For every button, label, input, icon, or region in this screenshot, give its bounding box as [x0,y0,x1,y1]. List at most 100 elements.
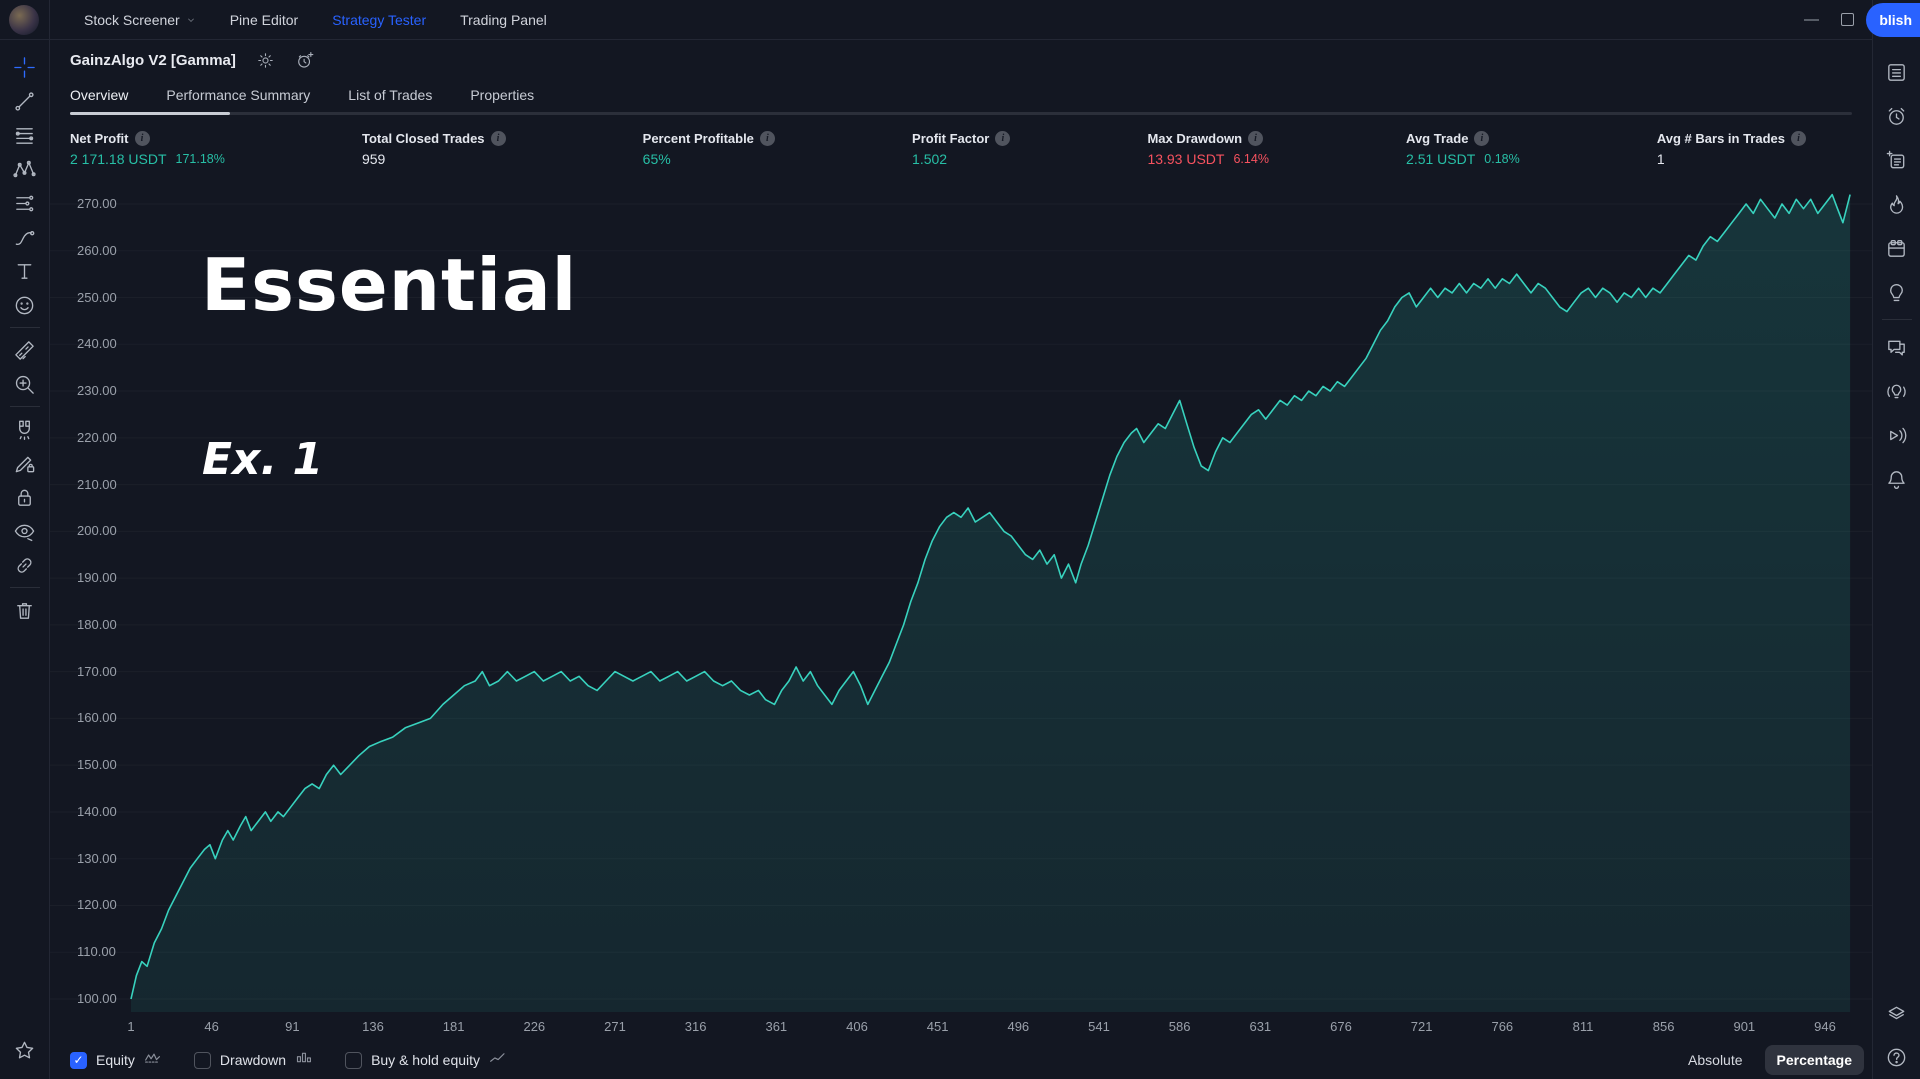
streams-button[interactable] [1880,413,1914,457]
ideas-bulb-button[interactable] [1880,270,1914,314]
tab-overview[interactable]: Overview [70,87,129,103]
x-axis-label: 181 [442,1019,465,1034]
help-icon [1887,1048,1906,1066]
emoji-icon [15,296,34,314]
info-icon[interactable]: i [134,131,150,146]
y-axis-label: 120.00 [77,897,117,913]
mode-percentage[interactable]: Percentage [1764,1045,1864,1075]
chart-controls-row: ✓ Equity Drawdown Buy & hold equity Absolut… [50,1041,1872,1079]
live-ideas-icon [1887,384,1906,398]
notes-add-button[interactable] [1880,138,1914,182]
toolbar-divider [9,406,40,407]
alert-clock-icon [1888,107,1905,125]
toggle-equity[interactable]: ✓ Equity [70,1050,164,1070]
info-icon[interactable]: i [995,131,1011,146]
y-axis-label: 270.00 [77,196,117,211]
checkbox[interactable]: ✓ [70,1051,87,1069]
emoji-button[interactable] [8,288,42,322]
stat-value: 13.93 USDT [1147,151,1225,167]
settings-gear-icon [258,52,273,68]
tab-performance-summary[interactable]: Performance Summary [166,87,311,103]
x-axis-label: 676 [1330,1019,1352,1034]
info-icon[interactable]: i [1791,131,1806,146]
star-button[interactable] [8,1033,42,1067]
object-tree-layers-button[interactable] [1880,991,1914,1035]
hide-drawings-button[interactable] [8,514,42,548]
x-axis-label: 46 [204,1019,219,1034]
toggle-buy-hold-equity[interactable]: Buy & hold equity [345,1050,509,1070]
stat-net-profit: Net Profit i 2 171.18 USDT 171.18% [70,131,225,167]
stat-secondary-value: 0.18% [1484,152,1520,166]
calendar-icon [1888,239,1905,257]
zoom-in-icon [15,375,34,394]
x-axis-label: 136 [362,1019,384,1034]
y-axis-label: 240.00 [77,336,117,352]
info-icon[interactable]: i [1248,131,1264,146]
publish-button[interactable]: blish [1866,3,1920,37]
brush-button[interactable] [8,220,42,254]
text-tool-icon [17,263,32,279]
checkbox[interactable] [345,1051,363,1069]
stat-value: 2 171.18 USDT [70,151,167,167]
topbar-menu: Stock Screener Pine Editor Strategy Tester… [50,12,547,28]
tab-properties[interactable]: Properties [470,87,535,103]
menu-item-trading-panel[interactable]: Trading Panel [460,12,547,28]
drawing-lock-button[interactable] [8,446,42,480]
x-axis-label: 451 [926,1019,949,1034]
mode-absolute[interactable]: Absolute [1688,1052,1743,1068]
notifications-bell-button[interactable] [1880,457,1914,501]
y-axis-label: 220.00 [77,429,117,445]
right-sidebar [1872,0,1920,1079]
fib-retracement-button[interactable] [8,118,42,152]
alert-clock-button[interactable] [1880,94,1914,138]
maximize-icon[interactable] [1841,13,1854,26]
link-button[interactable] [8,548,42,582]
drawing-lock-icon [15,456,35,472]
xabcd-pattern-button[interactable] [8,152,42,186]
crosshair-button[interactable] [8,50,42,84]
live-ideas-button[interactable] [1880,369,1914,413]
fib-retracement-icon [15,127,34,144]
checkbox[interactable] [193,1051,211,1069]
menu-item-pine-editor[interactable]: Pine Editor [230,12,298,28]
forecast-button[interactable] [8,186,42,220]
tab-scrollbar-thumb[interactable] [70,112,230,115]
menu-item-strategy-tester[interactable]: Strategy Tester [332,12,426,28]
info-icon[interactable]: i [1474,131,1490,146]
hotlist-flame-button[interactable] [1880,182,1914,226]
text-tool-button[interactable] [8,254,42,288]
chat-button[interactable] [1880,325,1914,369]
watchlist-button[interactable] [1880,50,1914,94]
user-avatar[interactable] [9,4,39,35]
link-icon [17,557,32,573]
toggle-label: Buy & hold equity [371,1052,481,1068]
menu-item-label: Trading Panel [460,11,547,28]
menu-item-stock-screener[interactable]: Stock Screener [84,12,196,28]
ruler-button[interactable] [8,333,42,367]
lock-button[interactable] [8,480,42,514]
tab-scrollbar[interactable] [70,112,1852,115]
ruler-icon [15,340,34,360]
y-axis-label: 200.00 [77,523,117,539]
stat-percent-profitable: Percent Profitable i 65% [643,131,775,167]
y-axis-label: 140.00 [77,803,117,819]
toggle-drawdown[interactable]: Drawdown [193,1050,315,1070]
info-icon[interactable]: i [490,131,506,146]
minimize-icon[interactable]: — [1804,11,1819,28]
info-icon[interactable]: i [759,131,775,146]
x-axis-label: 721 [1410,1019,1433,1034]
menu-item-label: Strategy Tester [332,11,427,28]
settings-gear-button[interactable] [256,51,275,70]
zoom-in-button[interactable] [8,367,42,401]
strategy-tester-panel: GainzAlgo V2 [Gamma] Overview Performance… [50,40,1872,1079]
help-button[interactable] [1880,1035,1914,1079]
tab-list-of-trades[interactable]: List of Trades [348,87,433,103]
equity-chart[interactable]: 270.00 260.00 250.00 240.00 230.00 220.00 210.… [50,175,1872,1012]
calendar-button[interactable] [1880,226,1914,270]
stat-secondary-value: 171.18% [175,152,225,166]
magnet-button[interactable] [8,412,42,446]
alert-add-button[interactable] [295,51,314,70]
trend-line-button[interactable] [8,84,42,118]
crosshair-icon [14,56,35,78]
trash-button[interactable] [8,593,42,627]
